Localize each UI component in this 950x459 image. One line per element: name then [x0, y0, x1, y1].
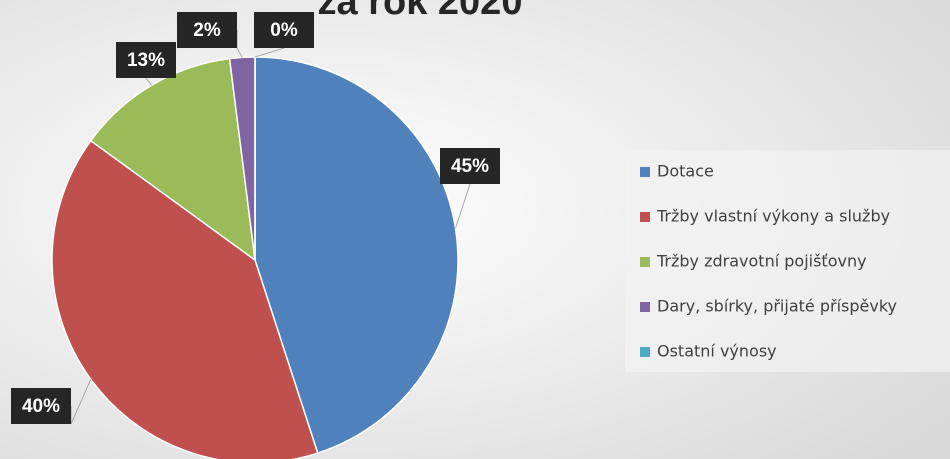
- data-label-box: [177, 12, 237, 48]
- legend-label: Dary, sbírky, přijaté příspěvky: [657, 297, 897, 316]
- data-label-box: [440, 148, 500, 184]
- legend-swatch: [640, 257, 650, 267]
- data-label: 40%: [22, 396, 60, 417]
- data-label: 13%: [127, 50, 165, 71]
- data-label-box: [254, 12, 314, 48]
- legend-swatch: [640, 167, 650, 177]
- legend-swatch: [640, 302, 650, 312]
- legend-swatch: [640, 347, 650, 357]
- data-label-box: [116, 42, 176, 78]
- pie-slice: [89, 57, 256, 262]
- data-label: 0%: [270, 20, 298, 41]
- data-label: 45%: [451, 156, 489, 177]
- legend-label: Tržby zdravotní pojišťovny: [656, 252, 867, 271]
- pie: [51, 56, 459, 459]
- chart-title: za rok 2020: [318, 0, 523, 23]
- data-labels: 45% 40% 13% 2% 0%: [11, 12, 500, 425]
- legend-label: Dotace: [657, 162, 714, 181]
- legend-label: Ostatní výnosy: [657, 342, 777, 361]
- legend-swatch: [640, 212, 650, 222]
- pie-slice: [51, 139, 319, 459]
- data-label-box: [11, 388, 71, 424]
- data-label: 2%: [193, 20, 221, 41]
- pie-slice: [254, 56, 459, 455]
- legend: Dotace Tržby vlastní výkony a služby Tržby…: [640, 162, 897, 361]
- legend-label: Tržby vlastní výkony a služby: [656, 207, 890, 226]
- legend-box: [625, 150, 950, 372]
